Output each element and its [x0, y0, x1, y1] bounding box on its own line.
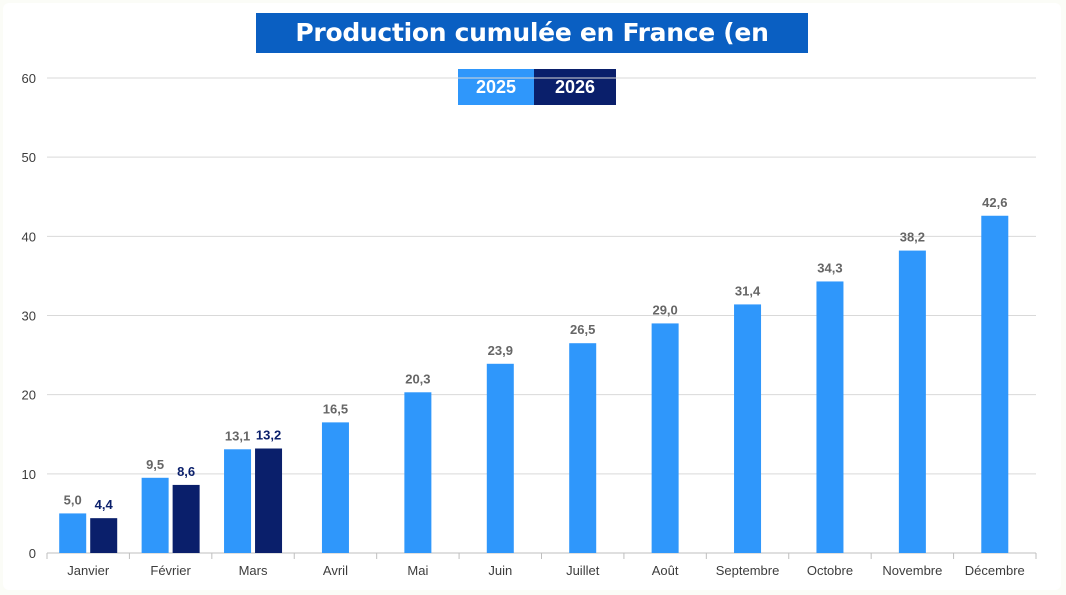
- data-label: 42,6: [982, 195, 1007, 210]
- bar-2025-avril: [321, 422, 349, 553]
- x-category-label: Octobre: [807, 563, 853, 578]
- x-category-label: Novembre: [882, 563, 942, 578]
- x-category-label: Mars: [239, 563, 268, 578]
- x-category-label: Avril: [323, 563, 348, 578]
- bar-2026-mars: [255, 448, 283, 553]
- data-label: 8,6: [177, 464, 195, 479]
- bar-2025-février: [141, 477, 169, 553]
- data-label: 38,2: [900, 230, 925, 245]
- x-axis: Janvier Février Mars Avril Mai Juin Juillet Aoû…: [46, 553, 1037, 578]
- y-tick-label: 60: [22, 71, 36, 86]
- bar-2025-août: [651, 323, 679, 553]
- x-category-label: Janvier: [67, 563, 110, 578]
- bar-2025-mars: [224, 449, 252, 553]
- data-label: 23,9: [488, 343, 513, 358]
- x-category-label: Mai: [407, 563, 428, 578]
- x-category-label: Février: [150, 563, 191, 578]
- y-tick-label: 10: [22, 467, 36, 482]
- y-tick-label: 50: [22, 150, 36, 165]
- chart-legend: 2025 2026: [458, 69, 616, 105]
- bar-2025-décembre: [981, 215, 1009, 553]
- y-tick-label: 0: [29, 546, 36, 561]
- data-label: 9,5: [146, 457, 164, 472]
- y-axis: 0 10 20 30 40 50 60: [22, 71, 36, 561]
- bar-2025-novembre: [898, 250, 926, 554]
- x-category-label: Décembre: [965, 563, 1025, 578]
- bar-2025-juin: [486, 363, 514, 553]
- data-label: 4,4: [95, 497, 114, 512]
- legend-item-2025: 2025: [458, 69, 534, 105]
- bar-2025-juillet: [569, 343, 597, 553]
- x-category-label: Juin: [488, 563, 512, 578]
- data-label: 34,3: [817, 260, 842, 275]
- legend-item-2026: 2026: [534, 69, 616, 105]
- data-label: 20,3: [405, 371, 430, 386]
- data-label: 5,0: [64, 492, 82, 507]
- data-label: 13,2: [256, 428, 281, 443]
- data-label: 16,5: [323, 401, 348, 416]
- bars: [59, 215, 1009, 554]
- data-label: 13,1: [225, 428, 250, 443]
- data-label: 26,5: [570, 322, 595, 337]
- bar-2026-janvier: [90, 518, 118, 553]
- data-label: 29,0: [652, 302, 677, 317]
- bar-2025-septembre: [734, 304, 762, 553]
- y-tick-label: 20: [22, 388, 36, 403]
- x-category-label: Août: [652, 563, 679, 578]
- y-tick-label: 30: [22, 309, 36, 324]
- bar-2025-janvier: [59, 513, 87, 553]
- bar-2025-octobre: [816, 281, 844, 553]
- grid-lines: [47, 77, 1036, 554]
- y-tick-label: 40: [22, 229, 36, 244]
- data-label: 31,4: [735, 283, 761, 298]
- chart-title: Production cumulée en France (en TWh): [256, 13, 808, 87]
- bar-2025-mai: [404, 392, 432, 553]
- x-category-label: Septembre: [716, 563, 780, 578]
- bar-2026-février: [172, 484, 200, 553]
- value-labels: 5,0 4,4 9,5 8,6 13,1 13,2 16,5 20,3 23,9 26,5 29,0…: [64, 195, 1008, 512]
- x-category-label: Juillet: [566, 563, 600, 578]
